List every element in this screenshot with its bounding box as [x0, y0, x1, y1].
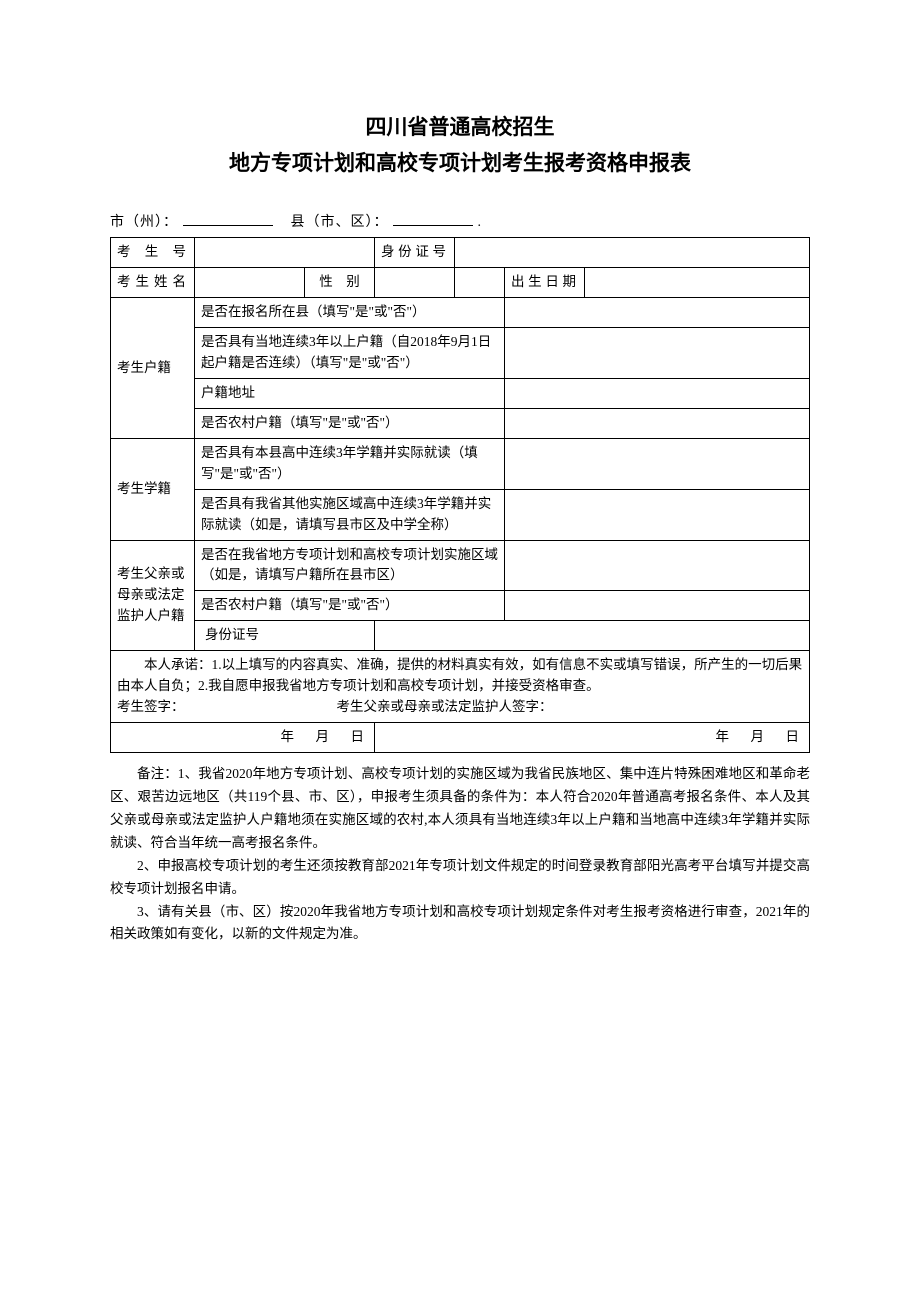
application-form-table: 考生号 身份证号 考生姓名 性 别 出生日期 考生户籍 是否在报名所在县（填写"… [110, 237, 810, 753]
input-birth[interactable] [585, 268, 810, 298]
a-hukou-3[interactable] [505, 378, 810, 408]
city-label: 市（州）： [110, 215, 178, 230]
a-hukou-1[interactable] [505, 298, 810, 328]
row-hukou-2: 是否具有当地连续3年以上户籍（自2018年9月1日起户籍是否连续）（填写"是"或… [111, 328, 810, 379]
note-2: 2、申报高校专项计划的考生还须按教育部2021年专项计划文件规定的时间登录教育部… [110, 855, 810, 901]
label-gender: 性 别 [305, 268, 375, 298]
a-guardian-1[interactable] [505, 540, 810, 591]
row-name: 考生姓名 性 别 出生日期 [111, 268, 810, 298]
pledge-body: 本人承诺：1.以上填写的内容真实、准确，提供的材料真实有效，如有信息不实或填写错… [117, 655, 803, 697]
q-hukou-3: 户籍地址 [195, 378, 505, 408]
note-3: 3、请有关县（市、区）按2020年我省地方专项计划和高校专项计划规定条件对考生报… [110, 901, 810, 947]
city-blank[interactable] [183, 212, 273, 226]
row-guardian-3: 身份证号 [111, 621, 810, 651]
label-guardian: 考生父亲或母亲或法定监护人户籍 [111, 540, 195, 651]
row-dates: 年 月 日 年 月 日 [111, 722, 810, 752]
input-exam-id[interactable] [195, 238, 375, 268]
sign-guardian: 考生父亲或母亲或法定监护人签字： [337, 697, 803, 718]
row-hukou-4: 是否农村户籍（填写"是"或"否"） [111, 408, 810, 438]
input-gender[interactable] [375, 268, 455, 298]
a-hukou-2[interactable] [505, 328, 810, 379]
spacer-1 [455, 268, 505, 298]
trailing-dot: . [478, 215, 483, 230]
q-school-1: 是否具有本县高中连续3年学籍并实际就读（填写"是"或"否"） [195, 438, 505, 489]
a-hukou-4[interactable] [505, 408, 810, 438]
title-block: 四川省普通高校招生 地方专项计划和高校专项计划考生报考资格申报表 [110, 110, 810, 181]
row-exam-id: 考生号 身份证号 [111, 238, 810, 268]
a-guardian-2[interactable] [505, 591, 810, 621]
row-guardian-1: 考生父亲或母亲或法定监护人户籍 是否在我省地方专项计划和高校专项计划实施区域（如… [111, 540, 810, 591]
label-hukou: 考生户籍 [111, 298, 195, 439]
q-guardian-1: 是否在我省地方专项计划和高校专项计划实施区域（如是，请填写户籍所在县市区） [195, 540, 505, 591]
title-line-1: 四川省普通高校招生 [110, 110, 810, 146]
input-name[interactable] [195, 268, 305, 298]
q-school-2: 是否具有我省其他实施区域高中连续3年学籍并实际就读（如是，请填写县市区及中学全称… [195, 489, 505, 540]
q-hukou-4: 是否农村户籍（填写"是"或"否"） [195, 408, 505, 438]
row-hukou-1: 考生户籍 是否在报名所在县（填写"是"或"否"） [111, 298, 810, 328]
pledge-cell: 本人承诺：1.以上填写的内容真实、准确，提供的材料真实有效，如有信息不实或填写错… [111, 651, 810, 723]
label-school: 考生学籍 [111, 438, 195, 540]
row-pledge: 本人承诺：1.以上填写的内容真实、准确，提供的材料真实有效，如有信息不实或填写错… [111, 651, 810, 723]
q-hukou-2: 是否具有当地连续3年以上户籍（自2018年9月1日起户籍是否连续）（填写"是"或… [195, 328, 505, 379]
date-left: 年 月 日 [111, 722, 375, 752]
label-birth: 出生日期 [505, 268, 585, 298]
county-blank[interactable] [393, 212, 473, 226]
input-guardian-id[interactable] [375, 621, 810, 651]
row-guardian-2: 是否农村户籍（填写"是"或"否"） [111, 591, 810, 621]
note-1: 备注：1、我省2020年地方专项计划、高校专项计划的实施区域为我省民族地区、集中… [110, 763, 810, 855]
row-hukou-3: 户籍地址 [111, 378, 810, 408]
q-hukou-1: 是否在报名所在县（填写"是"或"否"） [195, 298, 505, 328]
sign-applicant: 考生签字： [117, 697, 337, 718]
label-name: 考生姓名 [111, 268, 195, 298]
a-school-2[interactable] [505, 489, 810, 540]
location-line: 市（州）： 县（市、区）： . [110, 211, 810, 231]
q-guardian-2: 是否农村户籍（填写"是"或"否"） [195, 591, 505, 621]
title-line-2: 地方专项计划和高校专项计划考生报考资格申报表 [110, 146, 810, 182]
signature-row: 考生签字： 考生父亲或母亲或法定监护人签字： [117, 697, 803, 718]
input-id-number[interactable] [455, 238, 810, 268]
label-id-number: 身份证号 [375, 238, 455, 268]
county-label: 县（市、区）： [291, 215, 389, 230]
label-exam-id: 考生号 [111, 238, 195, 268]
notes-block: 备注：1、我省2020年地方专项计划、高校专项计划的实施区域为我省民族地区、集中… [110, 763, 810, 947]
label-guardian-id: 身份证号 [195, 621, 375, 651]
date-right: 年 月 日 [375, 722, 810, 752]
a-school-1[interactable] [505, 438, 810, 489]
row-school-1: 考生学籍 是否具有本县高中连续3年学籍并实际就读（填写"是"或"否"） [111, 438, 810, 489]
row-school-2: 是否具有我省其他实施区域高中连续3年学籍并实际就读（如是，请填写县市区及中学全称… [111, 489, 810, 540]
guardian-id-text: 身份证号 [205, 627, 259, 642]
